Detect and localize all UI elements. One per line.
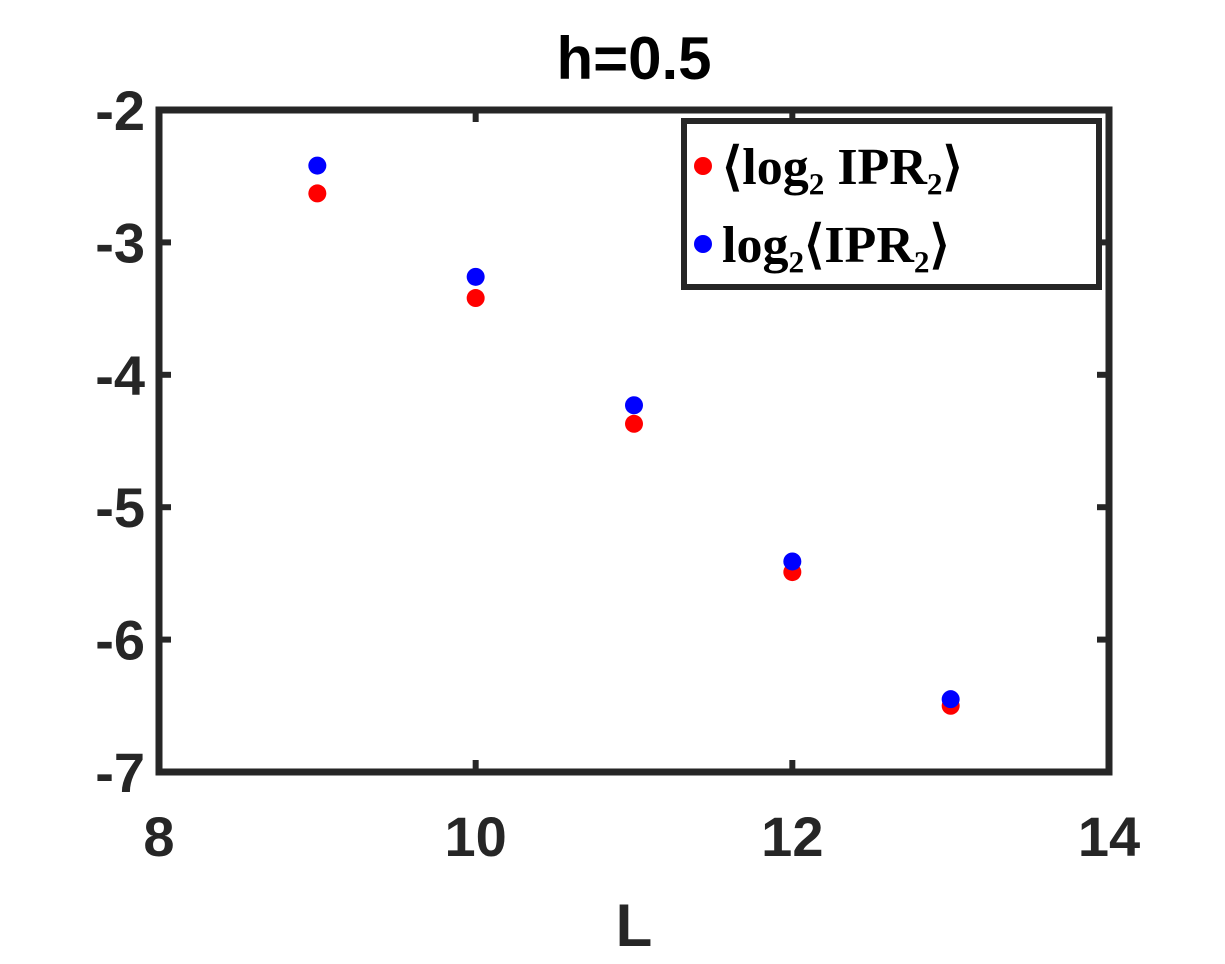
blue-data-point	[941, 690, 960, 709]
x-tick-label: 14	[1078, 805, 1140, 868]
blue-data-point	[625, 396, 643, 415]
blue-data-point	[308, 156, 327, 175]
red-data-point	[466, 289, 485, 308]
x-tick-label: 12	[761, 805, 823, 868]
y-tick-label: -5	[95, 476, 145, 539]
legend: ⟨log₂ IPR₂⟩ log₂⟨IPR₂⟩	[681, 118, 1102, 290]
legend-label: ⟨log₂ IPR₂⟩	[722, 139, 963, 196]
chart-title: h=0.5	[556, 25, 711, 92]
data-points	[308, 156, 960, 715]
legend-box	[681, 118, 1102, 290]
y-tick-label: -2	[95, 79, 145, 142]
legend-items: ⟨log₂ IPR₂⟩ log₂⟨IPR₂⟩	[694, 139, 963, 274]
y-tick-label: -6	[95, 609, 145, 672]
x-tick-label: 8	[143, 805, 174, 868]
x-tick-label: 10	[445, 805, 507, 868]
blue-data-point	[466, 267, 485, 286]
blue-data-point	[783, 552, 802, 571]
legend-marker	[694, 157, 712, 175]
y-tick-label: -3	[95, 211, 145, 274]
red-data-point	[308, 184, 327, 203]
y-tick-label: -7	[95, 741, 145, 804]
red-data-point	[625, 414, 643, 433]
plot-frame	[155, 106, 1113, 776]
legend-marker	[694, 235, 712, 253]
axis-ticks: 8 10 12 14 -2 -3 -4 -5 -6 -7	[95, 79, 1140, 868]
y-tick-label: -4	[95, 344, 145, 407]
legend-label: log₂⟨IPR₂⟩	[722, 217, 950, 274]
x-axis-label: L	[616, 892, 653, 959]
